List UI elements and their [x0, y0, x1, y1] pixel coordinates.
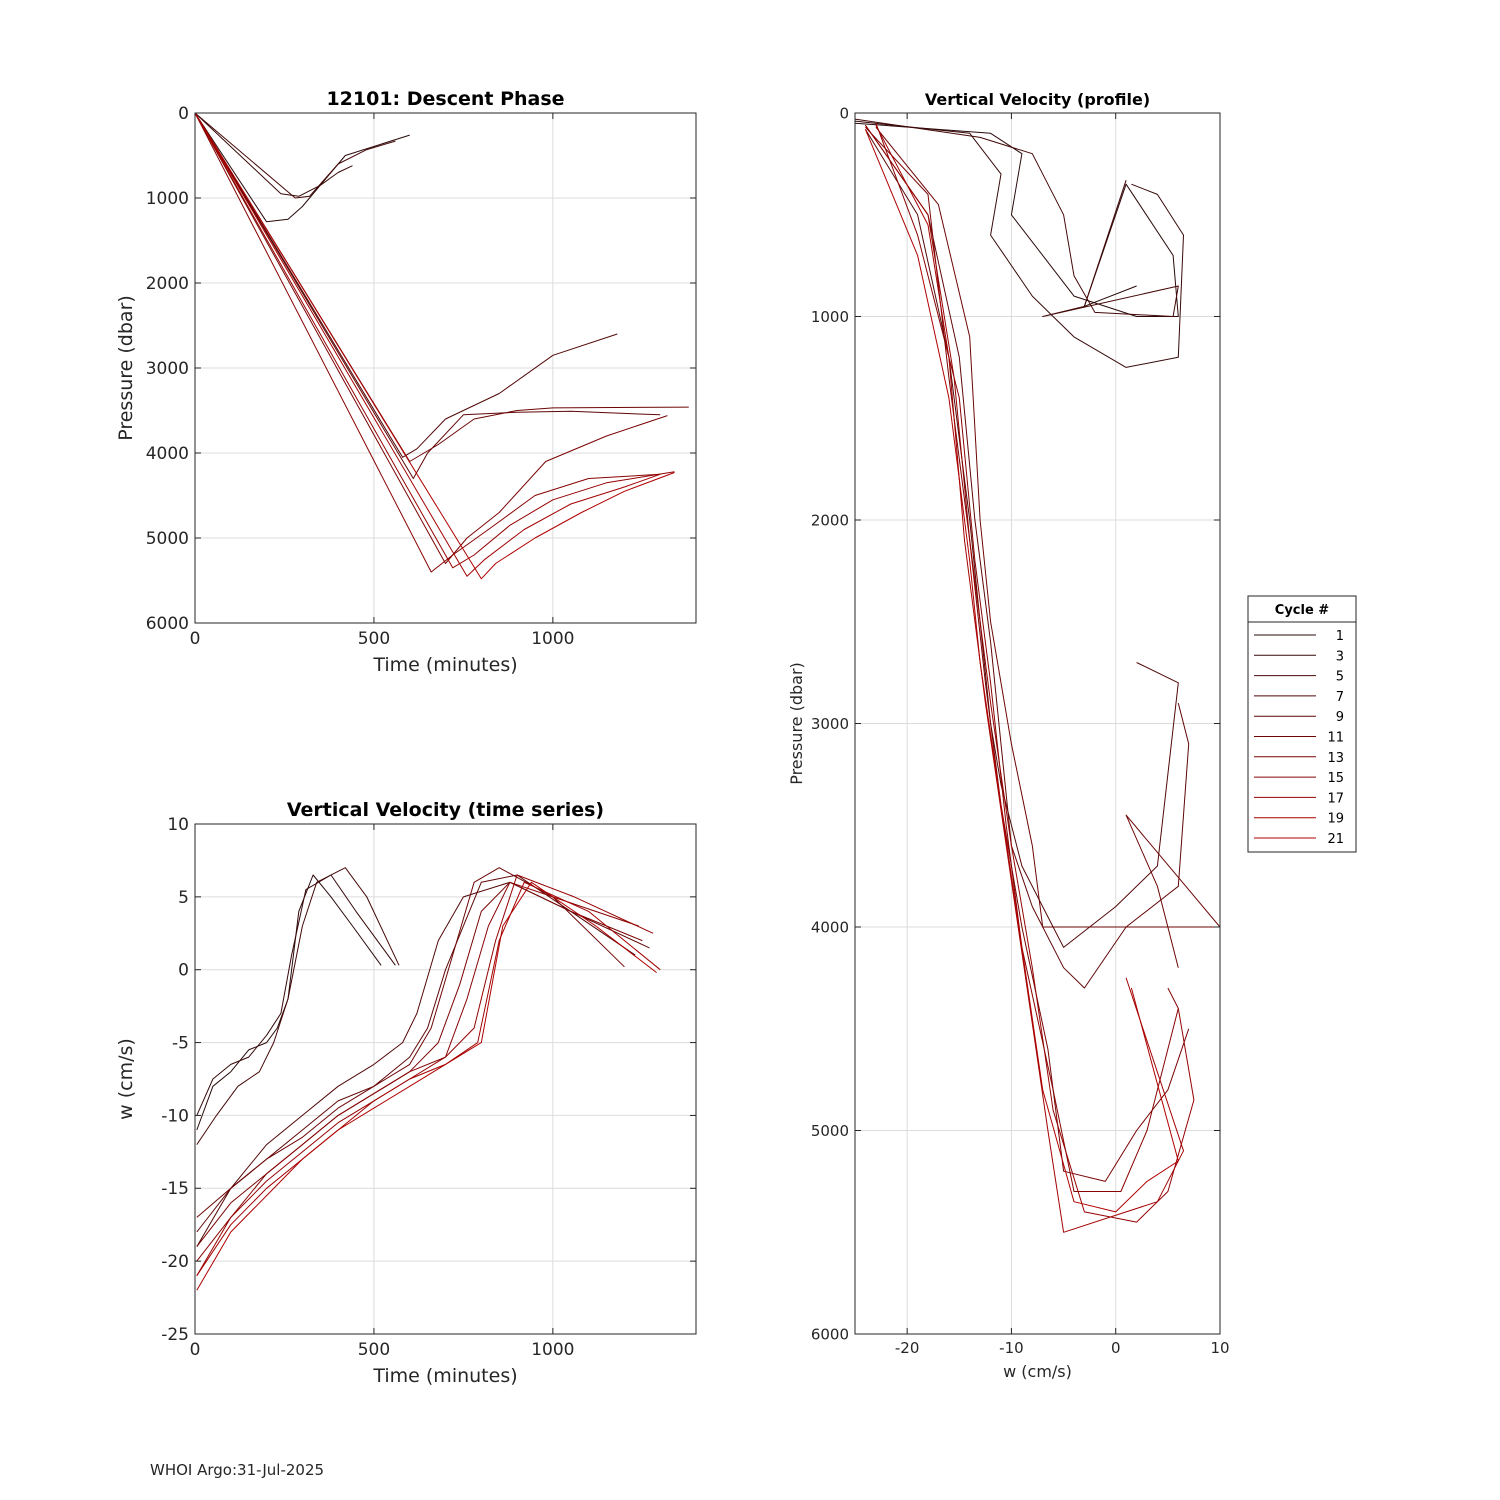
legend-entry-label: 11: [1327, 731, 1344, 746]
legend-entry-label: 1: [1336, 629, 1344, 644]
series-line-cycle-13: [195, 113, 668, 564]
series-line-cycle-11: [196, 867, 625, 1218]
x-axis-label: Time (minutes): [372, 1365, 517, 1387]
series-group: [195, 113, 689, 580]
y-tick-label: 10: [167, 815, 189, 835]
legend-title: Cycle #: [1275, 603, 1330, 618]
legend-box: [1247, 595, 1357, 853]
series-line-cycle-7: [195, 113, 618, 458]
y-tick-label: -25: [161, 1325, 189, 1345]
y-tick-label: -10: [161, 1106, 189, 1126]
y-tick-label: -15: [161, 1179, 189, 1199]
x-tick-label: 0: [190, 1340, 201, 1360]
legend-entry-label: 17: [1327, 791, 1344, 806]
y-tick-label: 0: [178, 104, 189, 124]
y-tick-label: -5: [172, 1034, 189, 1054]
axes-frame: [194, 823, 697, 1335]
y-tick-label: 5000: [811, 1122, 849, 1140]
legend-entry-label: 13: [1327, 751, 1344, 766]
series-line-cycle-21: [864, 129, 1179, 1213]
series-line-cycle-1: [195, 113, 410, 223]
y-tick-label: 0: [178, 961, 189, 981]
y-tick-label: 3000: [811, 715, 849, 733]
series-line-cycle-21: [195, 113, 675, 580]
series-line-cycle-15: [195, 113, 661, 573]
series-line-cycle-5: [855, 118, 1179, 317]
series-line-cycle-19: [196, 881, 661, 1276]
x-tick-label: 500: [358, 1340, 390, 1360]
series-group: [196, 867, 661, 1291]
y-tick-label: 5: [178, 888, 189, 908]
y-axis-label: w (cm/s): [115, 1038, 137, 1120]
y-tick-label: 5000: [146, 529, 189, 549]
series-line-cycle-19: [195, 113, 661, 577]
series-line-cycle-17: [196, 874, 654, 1276]
legend-entry-label: 21: [1327, 832, 1344, 847]
x-tick-label: 1000: [531, 629, 574, 649]
series-line-cycle-5: [196, 867, 400, 1145]
series-line-cycle-21: [196, 881, 657, 1291]
footer-text: WHOI Argo:31-Jul-2025: [150, 1461, 325, 1479]
series-line-cycle-1: [196, 874, 382, 1131]
vertical-velocity-time-series-chart: 0 500 1000 -25 -20 -15 -10 -5 0 5 10 Vertical Veloc…: [115, 799, 697, 1387]
x-axis-label: w (cm/s): [1003, 1362, 1072, 1381]
y-tick-label: 6000: [146, 614, 189, 634]
x-axis-label: Time (minutes): [372, 654, 517, 676]
y-tick-label: -20: [161, 1252, 189, 1272]
series-line-cycle-13: [865, 126, 1190, 1182]
series-line-cycle-9: [195, 113, 661, 479]
series-line-cycle-11: [195, 113, 689, 462]
descent-phase-chart: 0 500 1000 0 1000 2000 3000 4000 5000 6000 12101: …: [115, 88, 697, 676]
series-line-cycle-3: [855, 120, 1184, 368]
x-tick-label: 0: [1111, 1339, 1121, 1357]
y-tick-label: 0: [839, 104, 849, 122]
series-line-cycle-19: [875, 124, 1184, 1233]
y-tick-label: 4000: [811, 918, 849, 936]
y-tick-label: 4000: [146, 444, 189, 464]
series-group: [855, 118, 1220, 1233]
series-line-cycle-1: [855, 122, 1179, 317]
series-line-cycle-3: [195, 113, 353, 197]
legend-entry-label: 7: [1336, 690, 1344, 705]
x-tick-label: -20: [895, 1339, 920, 1357]
y-tick-label: 1000: [811, 308, 849, 326]
chart-title: 12101: Descent Phase: [326, 88, 564, 110]
y-tick-label: 6000: [811, 1325, 849, 1343]
x-tick-label: 1000: [531, 1340, 574, 1360]
series-line-cycle-17: [864, 124, 1195, 1223]
y-tick-label: 3000: [146, 359, 189, 379]
legend-entry-label: 9: [1336, 710, 1344, 725]
series-line-cycle-7: [864, 129, 1179, 948]
legend-entry-label: 19: [1327, 812, 1344, 827]
series-line-cycle-15: [875, 123, 1179, 1192]
legend-entry-label: 15: [1327, 771, 1344, 786]
x-tick-label: 0: [190, 629, 201, 649]
series-line-cycle-15: [196, 881, 639, 1262]
series-line-cycle-9: [864, 124, 1190, 989]
x-tick-label: -10: [999, 1339, 1024, 1357]
chart-title: Vertical Velocity (profile): [925, 90, 1150, 109]
chart-title: Vertical Velocity (time series): [287, 799, 604, 821]
y-tick-label: 2000: [146, 274, 189, 294]
y-tick-label: 2000: [811, 511, 849, 529]
series-line-cycle-17: [195, 113, 675, 569]
y-tick-label: 1000: [146, 189, 189, 209]
y-axis-label: Pressure (dbar): [115, 295, 137, 441]
series-line-cycle-5: [195, 113, 396, 199]
vertical-velocity-profile-chart: -20 -10 0 10 0 1000 2000 3000 4000 5000 6000 Vertic…: [787, 90, 1230, 1381]
legend-entry-label: 3: [1336, 649, 1344, 664]
y-axis-label: Pressure (dbar): [787, 662, 806, 785]
series-line-cycle-9: [196, 874, 650, 1233]
x-tick-label: 500: [358, 629, 390, 649]
legend-entry-label: 5: [1336, 670, 1344, 685]
x-tick-label: 10: [1210, 1339, 1229, 1357]
series-line-cycle-3: [196, 874, 396, 1116]
series-line-cycle-11: [875, 126, 1220, 968]
